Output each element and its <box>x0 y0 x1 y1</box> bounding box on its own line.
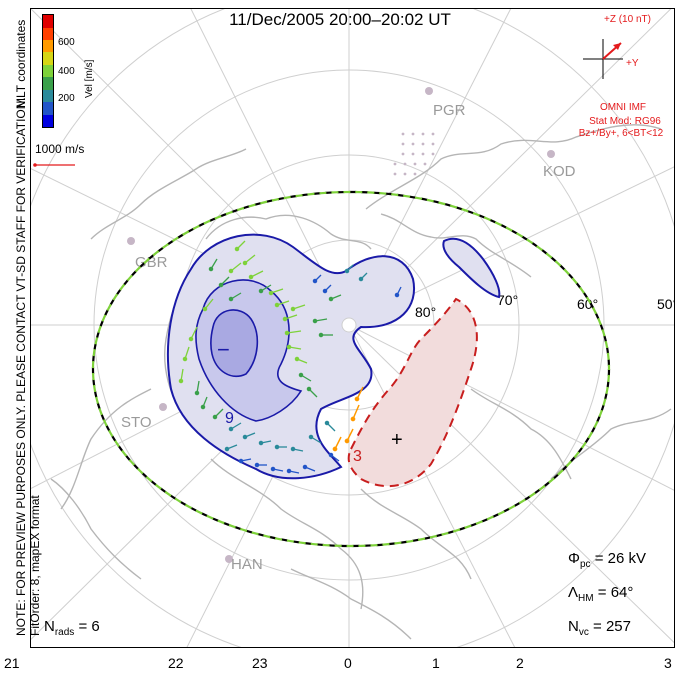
imf-model: Stat Mod: RG96 <box>589 116 661 127</box>
phi-symbol: Φ <box>568 550 580 567</box>
fit-order-note: FitOrder: 8, mapEX format <box>28 495 42 636</box>
colorbar-swatch <box>43 39 53 53</box>
hour-tick-22: 22 <box>168 655 184 671</box>
negative-cell-small <box>442 237 501 299</box>
hm-boundary-highlight <box>91 190 611 548</box>
station-marker-sto <box>159 403 167 411</box>
lambda-symbol: Λ <box>568 584 579 601</box>
lat-label-70: 70° <box>497 292 518 308</box>
imf-source: OMNI IMF <box>599 102 647 113</box>
station-label-sto: STO <box>121 414 152 431</box>
station-label-han: HAN <box>231 556 263 573</box>
potential-maximum-marker: + <box>391 429 403 451</box>
nrads-symbol: N <box>44 618 55 635</box>
station-markers <box>127 87 555 563</box>
colorbar-tick-400: 400 <box>58 66 75 77</box>
positive-cell <box>347 297 478 488</box>
colorbar-label: Vel [m/s] <box>84 59 95 98</box>
colorbar-swatch <box>43 64 53 78</box>
potential-minimum-marker: − <box>217 337 230 362</box>
imf-y-label: +Y <box>626 58 639 69</box>
pole-marker <box>341 317 357 333</box>
hour-tick-1: 1 <box>432 655 440 671</box>
nrads-subscript: rads <box>54 627 75 638</box>
coordinates-label: MLT coordinates <box>14 19 28 108</box>
hour-tick-23: 23 <box>252 655 268 671</box>
hour-tick-2: 2 <box>516 655 524 671</box>
lambda-subscript: HM <box>578 593 594 604</box>
hm-latitude: ΛHM = 64° <box>568 584 633 604</box>
velocity-vectors <box>178 240 402 474</box>
coastlines <box>50 124 672 640</box>
station-label-kod: KOD <box>543 163 576 180</box>
preview-note-line1: NOTE: FOR PREVIEW PURPOSES ONLY. PLEASE … <box>14 97 28 636</box>
station-marker-gbr <box>127 237 135 245</box>
nrads-value: = 6 <box>78 618 100 635</box>
colorbar-swatch <box>43 52 53 65</box>
velocity-scale-label: 1000 m/s <box>35 142 84 156</box>
colorbar-swatch <box>43 114 53 127</box>
velocity-colorbar <box>42 14 54 128</box>
polar-map-frame: PGR KOD GBR STO HAN 80° 70° 60° 50° <box>30 8 675 648</box>
phi-value: = 26 kV <box>594 550 646 567</box>
lambda-value: = 64° <box>597 584 634 601</box>
cross-polar-potential: Φpc = 26 kV <box>568 550 646 570</box>
colorbar-tick-200: 200 <box>58 93 75 104</box>
colorbar-tick-600: 600 <box>58 37 75 48</box>
velocity-scale-dot <box>33 163 37 167</box>
imf-vector-head <box>613 43 621 50</box>
hour-tick-21: 21 <box>4 655 20 671</box>
contour-label-3: 3 <box>353 448 362 465</box>
nvc-subscript: vc <box>578 627 589 638</box>
colorbar-swatch <box>43 27 53 40</box>
radar-footprint-dots <box>393 132 435 176</box>
imf-z-label: +Z (10 nT) <box>604 14 651 25</box>
hour-tick-0: 0 <box>344 655 352 671</box>
polar-map: PGR KOD GBR STO HAN 80° 70° 60° 50° <box>31 9 675 647</box>
colorbar-swatch <box>43 102 53 115</box>
station-marker-kod <box>547 150 555 158</box>
contour-label-9: 9 <box>225 410 234 427</box>
colorbar-swatch <box>43 77 53 90</box>
preview-note: NOTE: FOR PREVIEW PURPOSES ONLY. PLEASE … <box>14 97 42 636</box>
colorbar-swatch <box>43 15 53 28</box>
vector-count: Nvc = 257 <box>568 618 631 638</box>
hour-tick-3: 3 <box>664 655 672 671</box>
latitude-labels: 80° 70° 60° 50° <box>415 292 675 320</box>
colorbar-swatch <box>43 89 53 103</box>
station-label-pgr: PGR <box>433 102 466 119</box>
nvc-value: = 257 <box>593 618 631 635</box>
nvc-symbol: N <box>568 618 579 635</box>
radar-count: Nrads = 6 <box>44 618 100 638</box>
station-marker-pgr <box>425 87 433 95</box>
negative-cell-inner <box>210 309 259 378</box>
phi-subscript: pc <box>579 559 591 570</box>
station-marker-han <box>225 555 233 563</box>
imf-condition: Bz+/By+, 6<BT<12 <box>578 128 664 139</box>
station-label-gbr: GBR <box>135 254 168 271</box>
map-title: 11/Dec/2005 20:00–20:02 UT <box>229 10 451 29</box>
lat-label-80: 80° <box>415 304 436 320</box>
station-labels: PGR KOD GBR STO HAN <box>121 102 576 573</box>
lat-label-50: 50° <box>657 296 675 312</box>
